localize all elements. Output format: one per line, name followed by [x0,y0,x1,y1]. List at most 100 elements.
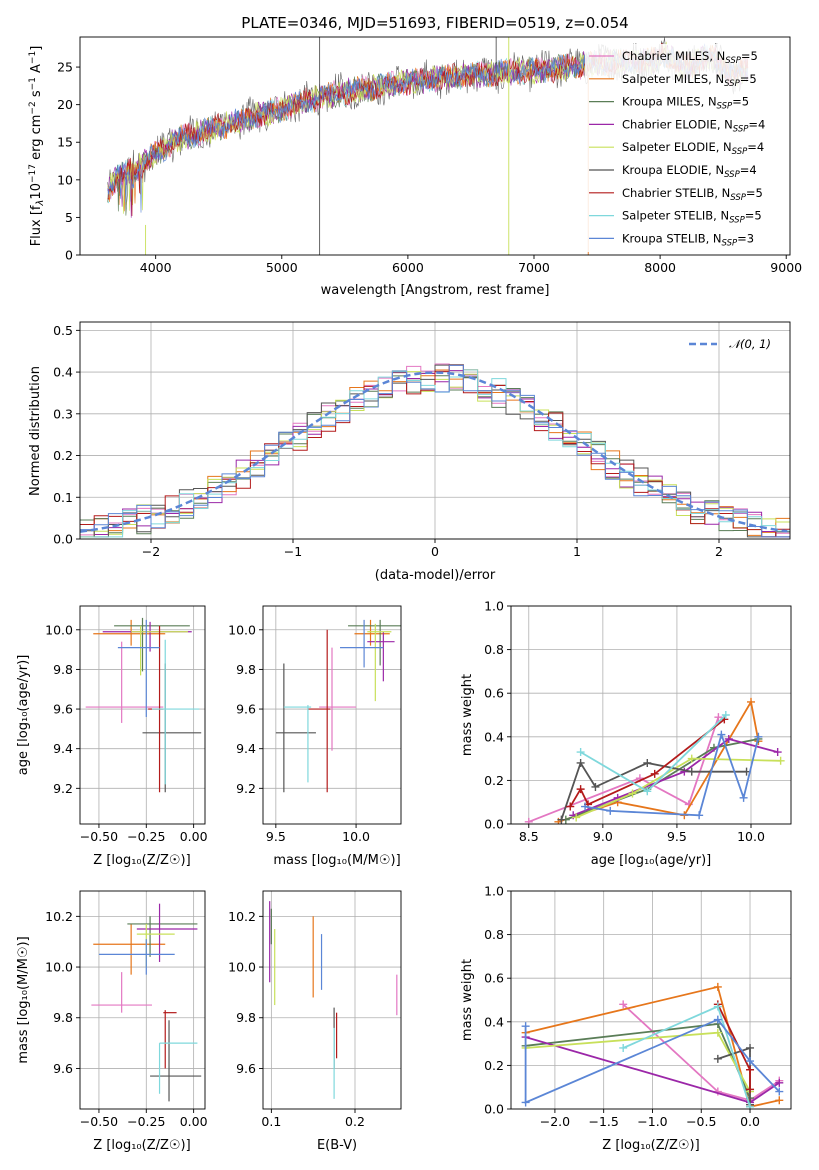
error-bar-point [93,923,166,975]
age-vs-metallicity-ylabel: age [log₁₀(age/yr)] [16,655,31,776]
plus-marker [747,697,755,706]
y-tick-label: 10.0 [228,622,256,637]
plus-marker [576,748,585,757]
plus-marker [746,1057,755,1066]
error-bar-point [127,916,198,957]
mass-vs-extinction-plot-area: 0.1 0.2 9.6 9.8 10.0 10.2 [228,890,402,1129]
plus-marker [581,802,590,811]
plus-marker [619,1043,628,1052]
spectrum-title: PLATE=0346, MJD=51693, FIBERID=0519, z=0… [241,14,628,32]
x-tick-label: 6000 [392,260,424,275]
mass_weight_vs_Z-axes: −2.0 −1.5 −1.0 −0.5 0.0 0.0 0.2 0.4 0.6 0.8 1.0 [484,884,792,1129]
mass_vs_Z-marks [91,903,202,1102]
y-tick-label: 10 [57,172,73,187]
mass-weight-line [528,716,720,823]
mass-vs-metallicity-panel: −0.50 −0.25 0.00 9.6 9.8 10.0 10.2 Z [log₁₀(Z/… [16,890,208,1153]
mass-weight-vs-metallicity-xlabel: Z [log₁₀(Z/Z☉)] [602,1138,699,1153]
error-bar-point [93,619,166,646]
error-bar-point [91,972,152,1013]
x-tick-label: 9000 [770,260,802,275]
legend-entry: Chabrier STELIB, NSSP=5 [622,186,763,203]
plus-marker [775,1078,784,1087]
spectrum-frame [79,36,791,256]
plus-marker [776,756,785,765]
mass-weight-vs-age-ylabel: mass weight [460,674,475,756]
mass-weight-vs-metallicity-panel: −2.0 −1.5 −1.0 −0.5 0.0 0.0 0.2 0.4 0.6 0.8 1.0 Z … [460,884,792,1153]
x-tick-label: −0.50 [80,1114,118,1129]
mass-vs-metallicity-plot-area: −0.50 −0.25 0.00 9.6 9.8 10.0 10.2 [45,890,208,1129]
spectrum-ylabel: Flux [fλ10−17 erg cm−2 s−1 A−1] [28,46,46,247]
residuals-frame [79,321,791,540]
age-vs-metallicity-panel: −0.50 −0.25 0.00 9.2 9.4 9.6 9.8 10.0 Z [log₁₀(… [16,605,208,868]
mass-weight-line [560,760,747,820]
age-vs-mass-plot-area: 9.5 10.0 9.2 9.4 9.6 9.8 10.0 [228,605,402,844]
y-tick-label: 10.2 [228,909,256,924]
x-tick-label: 0.2 [345,1114,365,1129]
plus-marker [746,1043,755,1052]
y-tick-label: 20 [57,97,73,112]
x-tick-label: 5000 [266,260,298,275]
y-tick-label: 9.6 [53,702,73,717]
y-tick-label: 9.4 [236,741,256,756]
plus-marker [713,1015,722,1024]
mass-weight-vs-metallicity-plot-area: −2.0 −1.5 −1.0 −0.5 0.0 0.0 0.2 0.4 0.6 0.8 1.0 [484,884,792,1129]
y-tick-label: 0.2 [484,773,504,788]
plus-marker [521,1098,530,1107]
x-tick-label: 0.0 [740,1114,760,1129]
plus-marker [714,713,723,722]
legend-background [585,44,785,252]
legend-entry: Kroupa MILES, NSSP=5 [622,95,749,112]
x-tick-label: −0.5 [686,1114,716,1129]
y-tick-label: 9.8 [53,1010,73,1025]
y-tick-label: 9.2 [236,781,256,796]
residual-histogram [80,364,790,538]
legend-entry: Salpeter MILES, NSSP=5 [622,72,757,89]
error-bar-point [117,619,160,717]
x-tick-label: 10.0 [737,829,765,844]
y-tick-label: 9.6 [236,1061,256,1076]
residuals-marks [80,363,790,538]
x-tick-label: −0.25 [127,1114,165,1129]
x-tick-label: 7000 [518,260,550,275]
x-tick-label: 0.1 [261,1114,281,1129]
mass_vs_EBV-marks [269,901,398,1099]
age-vs-mass-xlabel: mass [log₁₀(M/M☉)] [273,853,400,868]
y-tick-label: 0.3 [53,406,73,421]
plus-marker [606,806,615,815]
plus-marker [687,754,696,763]
x-tick-label: 4000 [140,260,172,275]
mass-weight-vs-metallicity-ylabel: mass weight [460,959,475,1041]
plus-marker [557,815,566,824]
plus-marker [739,793,748,802]
y-tick-label: 0.6 [484,686,504,701]
y-tick-label: 0.1 [53,490,73,505]
mass-weight-vs-age-plot-area: 8.5 9.0 9.5 10.0 0.0 0.2 0.4 0.6 0.8 1.0 [484,599,792,844]
plus-marker [619,1000,628,1009]
residuals-panel: −2 −1 0 1 2 0.0 0.1 0.2 0.3 0.4 0.5 (data-model)/e… [28,321,791,583]
x-tick-label: −1.5 [589,1114,619,1129]
error-bar-point [114,617,190,672]
x-tick-label: −2.0 [540,1114,570,1129]
plus-marker [521,1022,530,1031]
gaussian-legend-label: 𝒩(0, 1) [729,337,771,351]
mass_vs_Z-frame [79,890,206,1110]
mass-weight-vs-age-panel: 8.5 9.0 9.5 10.0 0.0 0.2 0.4 0.6 0.8 1.0 age [log… [460,599,792,868]
y-tick-label: 9.6 [236,702,256,717]
y-tick-label: 10.0 [45,622,73,637]
mass_weight_vs_age-frame [510,605,792,825]
plus-marker [713,982,722,991]
error-bar-point [136,923,175,968]
spectrum-legend: Chabrier MILES, NSSP=5 Salpeter MILES, NS… [585,44,785,252]
plus-marker [746,1085,755,1094]
x-tick-label: 9.5 [667,829,687,844]
spectrum-axes: 4000 5000 6000 7000 8000 9000 0 5 10 15 20 25 [57,36,802,275]
plus-marker [775,1087,784,1096]
mass-vs-metallicity-ylabel: mass [log₁₀(M/M☉)] [16,936,31,1063]
plus-marker [572,813,581,822]
y-tick-label: 10.0 [228,960,256,975]
x-tick-label: 8.5 [519,829,539,844]
x-tick-label: 10.0 [342,829,370,844]
plus-marker [754,732,763,741]
plus-marker [724,734,733,743]
legend-entry: Chabrier MILES, NSSP=5 [622,49,758,66]
